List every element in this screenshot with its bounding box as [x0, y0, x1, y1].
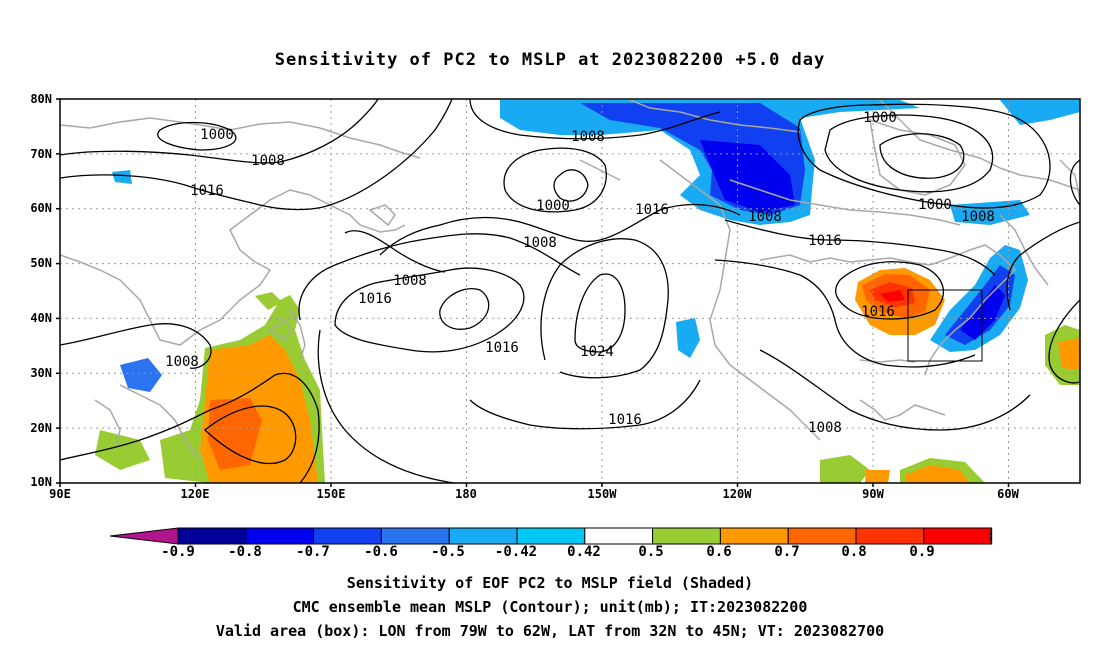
caption-valid-area: Valid area (box): LON from 79W to 62W, L… [215, 622, 885, 640]
colorbar-segment [448, 527, 518, 545]
contour-label: 1008 [165, 354, 199, 370]
colorbar-segment [787, 527, 857, 545]
lat-label-40n: 40N [30, 311, 52, 325]
contour-label: 1016 [608, 412, 642, 428]
colorbar-label: 0.5 [638, 544, 664, 560]
colorbar-label: -0.8 [228, 544, 262, 560]
axis-ticks [56, 98, 1010, 487]
contour-label: 1016 [808, 233, 842, 249]
lat-label-20n: 20N [30, 421, 52, 435]
colorbar-segment [380, 527, 450, 545]
lon-label-180: 180 [455, 487, 477, 501]
contour-label: 1016 [635, 202, 669, 218]
plot-frame [59, 98, 1081, 484]
shaded-regions [95, 100, 1080, 483]
contour-label: 1008 [523, 235, 557, 251]
colorbar-label: 0.6 [706, 544, 732, 560]
colorbar-segment [923, 527, 993, 545]
mslp-contours [60, 99, 1080, 483]
colorbar-label: -0.5 [431, 544, 465, 560]
contour-label: 1008 [748, 209, 782, 225]
lat-label-50n: 50N [30, 256, 52, 270]
lon-label-150w: 150W [587, 487, 617, 501]
lat-label-30n: 30N [30, 366, 52, 380]
caption-contour: CMC ensemble mean MSLP (Contour); unit(m… [292, 598, 808, 616]
contour-label: 1016 [861, 304, 895, 320]
contour-label: 1008 [571, 129, 605, 145]
colorbar-min-arrow [109, 527, 179, 545]
contour-label: 1008 [393, 273, 427, 289]
colorbar-segment [516, 527, 586, 545]
colorbar-label: 0.9 [909, 544, 935, 560]
contour-label: 1008 [251, 153, 285, 169]
lon-label-60w: 60W [997, 487, 1019, 501]
colorbar-segment [855, 527, 925, 545]
negative-region-northeast [1000, 100, 1080, 125]
coastlines [60, 99, 1080, 461]
lat-label-10n: 10N [30, 475, 52, 489]
colorbar-label: 0.42 [567, 544, 601, 560]
caption-shaded: Sensitivity of EOF PC2 to MSLP field (Sh… [346, 574, 754, 592]
colorbar-segment [652, 527, 721, 545]
lon-label-90e: 90E [49, 487, 71, 501]
colorbar-label: -0.6 [364, 544, 398, 560]
contour-label: 1016 [485, 340, 519, 356]
contour-label: 1016 [358, 291, 392, 307]
colorbar-segment [584, 527, 654, 545]
lat-label-70n: 70N [30, 147, 52, 161]
contour-label: 1008 [808, 420, 842, 436]
colorbar-segment [719, 527, 789, 545]
contour-label: 1008 [961, 209, 995, 225]
contour-label: 1016 [190, 183, 224, 199]
lon-label-120w: 120W [722, 487, 752, 501]
colorbar-label: -0.9 [161, 544, 195, 560]
contour-label: 1000 [863, 110, 897, 126]
map-title: Sensitivity of PC2 to MSLP at 2023082200… [274, 50, 826, 70]
contour-label: 1000 [918, 197, 952, 213]
colorbar-segment [245, 527, 315, 545]
graticule [60, 99, 1080, 483]
colorbar-segment [313, 527, 382, 545]
lat-label-60n: 60N [30, 201, 52, 215]
colorbar-max-arrow [989, 527, 993, 545]
colorbar-label: -0.7 [296, 544, 330, 560]
contour-label: 1000 [200, 127, 234, 143]
lon-label-120e: 120E [180, 487, 210, 501]
colorbar-segment [177, 527, 247, 545]
colorbar [109, 527, 993, 545]
valid-area-box [907, 289, 983, 362]
colorbar-label: -0.42 [494, 544, 538, 560]
contour-label: 1000 [536, 198, 570, 214]
colorbar-label: 0.7 [774, 544, 800, 560]
colorbar-label: 0.8 [841, 544, 867, 560]
contour-label: 1024 [580, 344, 614, 360]
lon-label-90w: 90W [862, 487, 884, 501]
lat-label-80n: 80N [30, 92, 52, 106]
lon-label-150e: 150E [316, 487, 346, 501]
